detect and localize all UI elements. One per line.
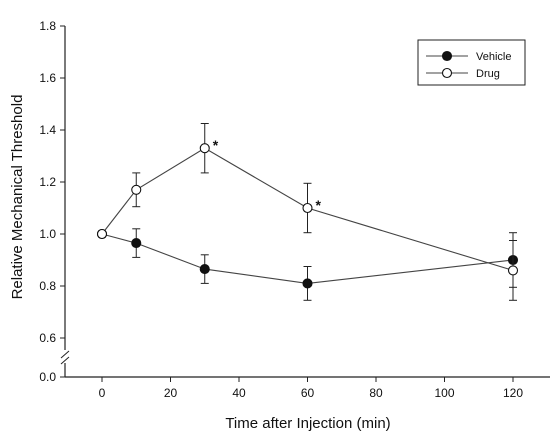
x-tick-label: 0	[99, 386, 106, 400]
annotation-layer: **	[213, 137, 322, 213]
data-point	[199, 264, 210, 275]
series-layer	[96, 123, 519, 301]
data-point	[302, 278, 313, 289]
data-point	[131, 184, 142, 195]
y-tick-label: 1.0	[39, 227, 56, 241]
legend-box	[417, 39, 526, 86]
y-tick-label: 1.8	[39, 19, 56, 33]
y-axis-break-mark	[60, 350, 70, 359]
y-tick-label: 0.8	[39, 279, 56, 293]
significance-marker: *	[316, 197, 322, 213]
legend-item: Drug	[426, 67, 500, 80]
x-tick-label: 120	[503, 386, 523, 400]
y-tick-label: 0.0	[39, 370, 56, 384]
series-drug	[96, 123, 519, 301]
y-tick-label: 1.6	[39, 71, 56, 85]
legend: Vehicle Drug	[417, 39, 526, 86]
legend-marker	[441, 50, 453, 62]
y-axis-title: Relative Mechanical Threshold	[9, 95, 26, 300]
legend-label: Drug	[476, 68, 500, 80]
legend-item: Vehicle	[426, 50, 511, 63]
x-axis-title: Time after Injection (min)	[225, 415, 390, 432]
y-tick-label: 0.6	[39, 331, 56, 345]
y-ticks: 0.0 0.6 0.8 1.0 1.2 1.4 1.6 1.8	[39, 19, 65, 384]
significance-marker: *	[213, 137, 219, 153]
data-point	[302, 202, 313, 214]
data-point	[507, 265, 519, 276]
legend-marker	[441, 67, 453, 79]
legend-label: Vehicle	[476, 51, 511, 63]
x-tick-label: 20	[164, 386, 178, 400]
y-tick-label: 1.2	[39, 175, 56, 189]
x-tick-label: 40	[232, 386, 246, 400]
y-tick-label: 1.4	[39, 123, 56, 137]
data-point	[199, 143, 210, 154]
x-tick-label: 100	[434, 386, 454, 400]
x-tick-label: 80	[369, 386, 383, 400]
y-axis-break-mark	[60, 356, 70, 365]
series-vehicle	[96, 228, 519, 301]
data-point	[131, 238, 142, 249]
x-ticks: 0 20 40 60 80 100 120	[99, 377, 523, 400]
data-point	[96, 228, 108, 240]
x-tick-label: 60	[301, 386, 315, 400]
